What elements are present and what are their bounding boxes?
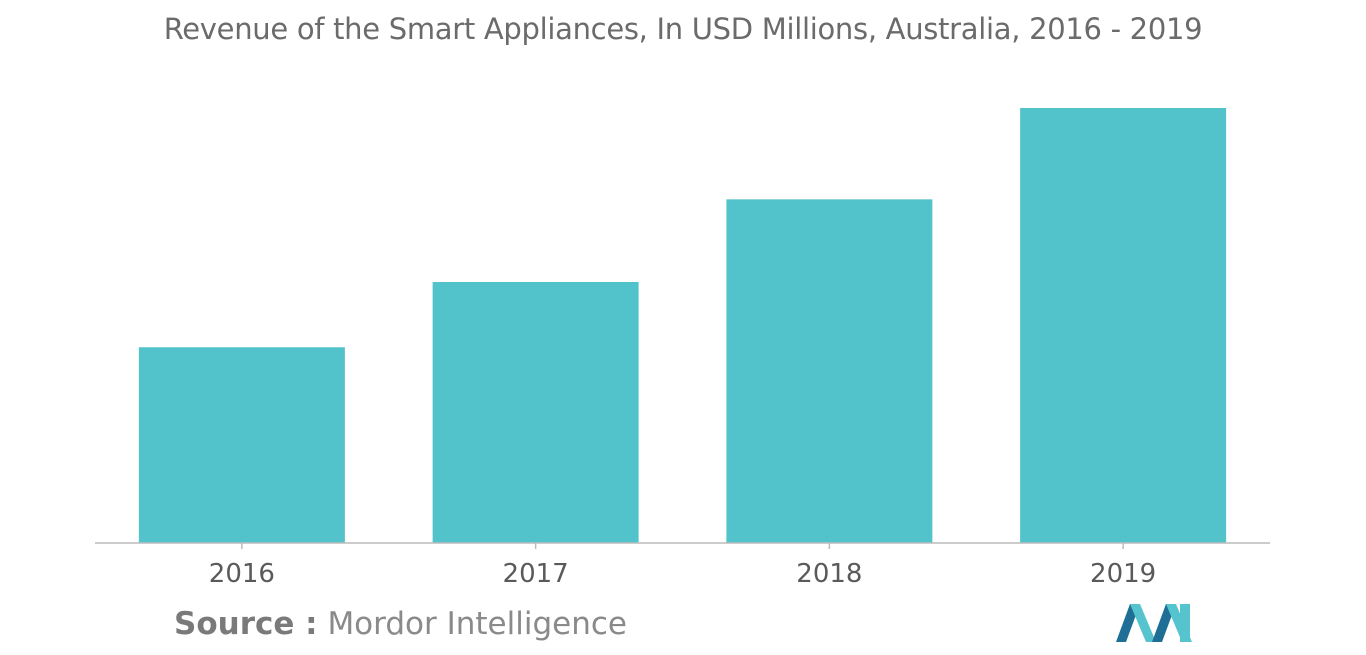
bar-chart: 2016 2017 2018 2019 [95,108,1270,589]
x-tick-labels-group: 2016 2017 2018 2019 [209,559,1156,589]
bar-2017 [432,282,639,543]
x-tick-label-2018: 2018 [796,559,862,589]
mordor-intelligence-logo-icon [1116,604,1192,642]
x-tick-label-2019: 2019 [1090,559,1156,589]
bars-group [138,108,1227,543]
source-credit: Source : Mordor Intelligence [174,606,627,642]
source-label: Source : [174,606,318,642]
x-tick-label-2017: 2017 [503,559,569,589]
x-ticks-group [241,543,1124,549]
source-value: Mordor Intelligence [327,606,627,642]
bar-2019 [1020,108,1227,543]
bar-2016 [138,347,345,543]
x-tick-label-2016: 2016 [209,559,275,589]
chart-title: Revenue of the Smart Appliances, In USD … [163,12,1203,46]
bar-2018 [726,199,933,543]
